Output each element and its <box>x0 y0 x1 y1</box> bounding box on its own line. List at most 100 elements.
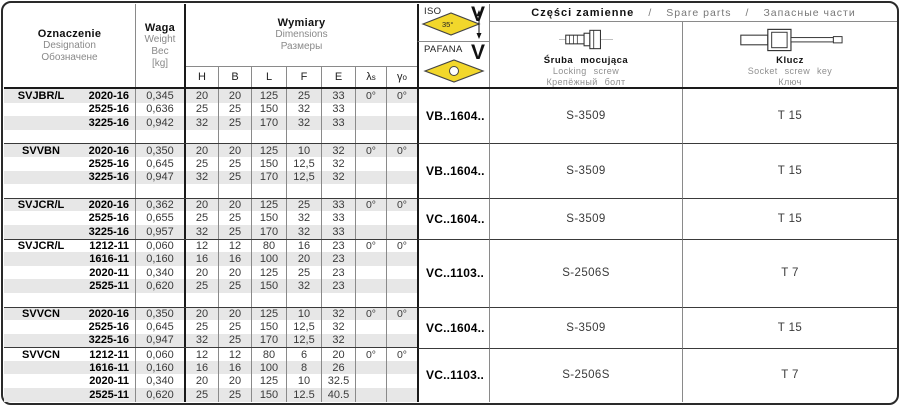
cell-ls <box>356 279 387 293</box>
cell-name <box>4 103 78 117</box>
cell-name: SVJBR/L <box>17 89 65 102</box>
key-code: T 15 <box>683 306 897 348</box>
cell-l: 125 <box>252 198 287 212</box>
col-header-L: L <box>252 67 287 87</box>
cell-size: 2525-16 <box>78 320 136 334</box>
cell-go <box>387 374 417 388</box>
cell-h <box>186 129 219 144</box>
spare-parts-title-ru: Запасные части <box>763 6 856 19</box>
cell-f: 12,5 <box>287 170 322 185</box>
weight-label-en: Weight <box>144 33 176 45</box>
dimensions-table-body: SVJBR/L 2020-16 0,345 20 20 125 25 33 0° 0° 2525-1… <box>4 89 417 402</box>
locking-screw-header: Śruba mocująca Locking screw Крепёжный б… <box>490 22 683 87</box>
cell-f: 6 <box>287 348 322 361</box>
key-code: T 15 <box>683 143 897 197</box>
cell-f: 12,5 <box>287 156 322 171</box>
cell-l: 80 <box>252 239 287 253</box>
cell-ls <box>356 211 387 225</box>
cell-h: 20 <box>186 307 219 321</box>
cell-weight: 0,340 <box>136 265 186 280</box>
cell-l: 80 <box>252 348 287 361</box>
cell-ls <box>356 170 387 185</box>
cell-e: 23 <box>322 265 356 280</box>
iso-label: ISO <box>424 6 442 17</box>
cell-f: 10 <box>287 144 322 157</box>
cell-h <box>186 292 219 307</box>
cell-ls <box>356 320 387 334</box>
cell-f <box>287 184 322 198</box>
cell-h: 32 <box>186 116 219 130</box>
table-row: SVJBR/L 2020-16 0,345 20 20 125 25 33 0° 0° <box>4 89 417 103</box>
cell-go <box>387 103 417 117</box>
cell-f: 25 <box>287 89 322 103</box>
cell-go <box>387 225 417 239</box>
screw-code: S-2506S <box>490 238 683 307</box>
cell-weight: 0,350 <box>136 144 186 157</box>
cell-f: 32 <box>287 211 322 225</box>
spare-parts-title-pl: Części zamienne <box>531 6 635 19</box>
cell-h: 16 <box>186 360 219 375</box>
cell-go <box>387 388 417 402</box>
cell-l: 150 <box>252 156 287 171</box>
cell-size: 2020-16 <box>78 144 136 157</box>
cell-h: 12 <box>186 239 219 253</box>
dimensions-label-ru: Размеры <box>280 41 323 52</box>
cell-h: 20 <box>186 198 219 212</box>
cell-go: 0° <box>396 348 408 361</box>
cell-name: SVJCR/L <box>17 239 65 252</box>
cell-h: 25 <box>186 211 219 225</box>
cell-name <box>4 266 78 280</box>
cell-weight: 0,060 <box>136 348 186 361</box>
cell-e: 33 <box>322 89 356 103</box>
cell-weight: 0,645 <box>136 320 186 334</box>
lambda-symbol: λ <box>366 71 372 83</box>
cell-h: 25 <box>186 156 219 171</box>
cell-f: 8 <box>287 360 322 375</box>
cell-l: 125 <box>252 307 287 321</box>
dimensions-label-pl: Wymiary <box>277 17 326 29</box>
weight-unit: [kg] <box>151 57 169 69</box>
cell-weight: 0,947 <box>136 333 186 348</box>
cell-f <box>287 292 322 307</box>
cell-weight: 0,620 <box>136 279 186 293</box>
cell-e: 33 <box>322 211 356 225</box>
cell-b: 25 <box>219 320 252 334</box>
table-row: SVJCR/L 2020-16 0,362 20 20 125 25 33 0° 0° <box>4 197 417 212</box>
cell-f: 32 <box>287 224 322 239</box>
cell-size <box>78 292 136 307</box>
cell-name <box>4 320 78 334</box>
cell-f: 32 <box>287 279 322 293</box>
table-row: 3225-16 0,957 32 25 170 32 33 <box>4 224 417 239</box>
cell-h <box>186 184 219 198</box>
cell-name: SVJCR/L <box>17 199 65 212</box>
cell-e: 33 <box>322 116 356 130</box>
cell-l: 100 <box>252 360 287 375</box>
cell-b: 12 <box>219 239 252 253</box>
cell-go: 0° <box>396 199 408 212</box>
cell-f: 12.5 <box>287 388 322 402</box>
cell-weight: 0,060 <box>136 239 186 253</box>
cell-h: 16 <box>186 252 219 266</box>
cell-size: 2020-11 <box>78 374 136 389</box>
table-row: SVVBN 2020-16 0,350 20 20 125 10 32 0° 0° <box>4 143 417 157</box>
cell-weight: 0,947 <box>136 170 186 185</box>
cell-h: 25 <box>186 279 219 293</box>
cell-size: 2020-16 <box>78 307 136 321</box>
insert-code: VC..1604.. <box>417 197 490 239</box>
cell-ls: 0° <box>356 144 387 157</box>
cell-weight <box>136 184 186 198</box>
cell-weight: 0,636 <box>136 102 186 117</box>
cell-name <box>4 293 78 307</box>
cell-l: 170 <box>252 116 287 130</box>
cell-b <box>219 292 252 307</box>
cell-b: 20 <box>219 265 252 280</box>
cell-go <box>387 157 417 171</box>
cell-h: 25 <box>186 320 219 334</box>
cell-f: 12,5 <box>287 320 322 334</box>
cell-ls <box>356 388 387 402</box>
cell-go <box>387 266 417 280</box>
cell-f: 10 <box>287 374 322 389</box>
cell-l: 125 <box>252 89 287 103</box>
cell-name <box>4 334 78 348</box>
